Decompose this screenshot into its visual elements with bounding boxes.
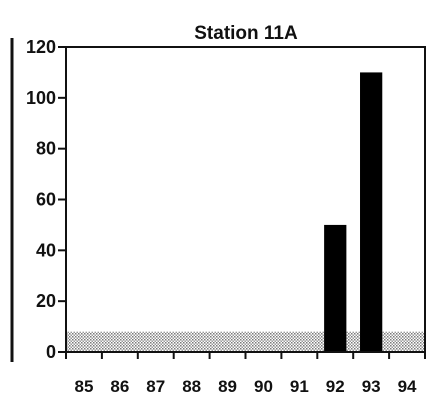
y-tick-label: 60 <box>36 190 56 210</box>
y-tick-label: 20 <box>36 291 56 311</box>
x-tick-label: 87 <box>146 377 165 396</box>
x-tick-label: 91 <box>290 377 309 396</box>
x-tick-label: 92 <box>326 377 345 396</box>
x-tick-label: 86 <box>110 377 129 396</box>
bar-93 <box>360 72 383 353</box>
x-tick-label: 90 <box>254 377 273 396</box>
x-tick-label: 93 <box>362 377 381 396</box>
y-tick-label: 100 <box>26 88 56 108</box>
y-tick-label: 120 <box>26 37 56 57</box>
y-tick-label: 80 <box>36 139 56 159</box>
x-tick-label: 85 <box>74 377 93 396</box>
y-tick-label: 40 <box>36 240 56 260</box>
bar-92 <box>324 224 347 352</box>
chart-title: Station 11A <box>194 23 298 44</box>
y-tick-label: 0 <box>46 342 56 362</box>
x-tick-label: 88 <box>182 377 201 396</box>
x-tick-label: 94 <box>398 377 417 396</box>
x-tick-label: 89 <box>218 377 237 396</box>
